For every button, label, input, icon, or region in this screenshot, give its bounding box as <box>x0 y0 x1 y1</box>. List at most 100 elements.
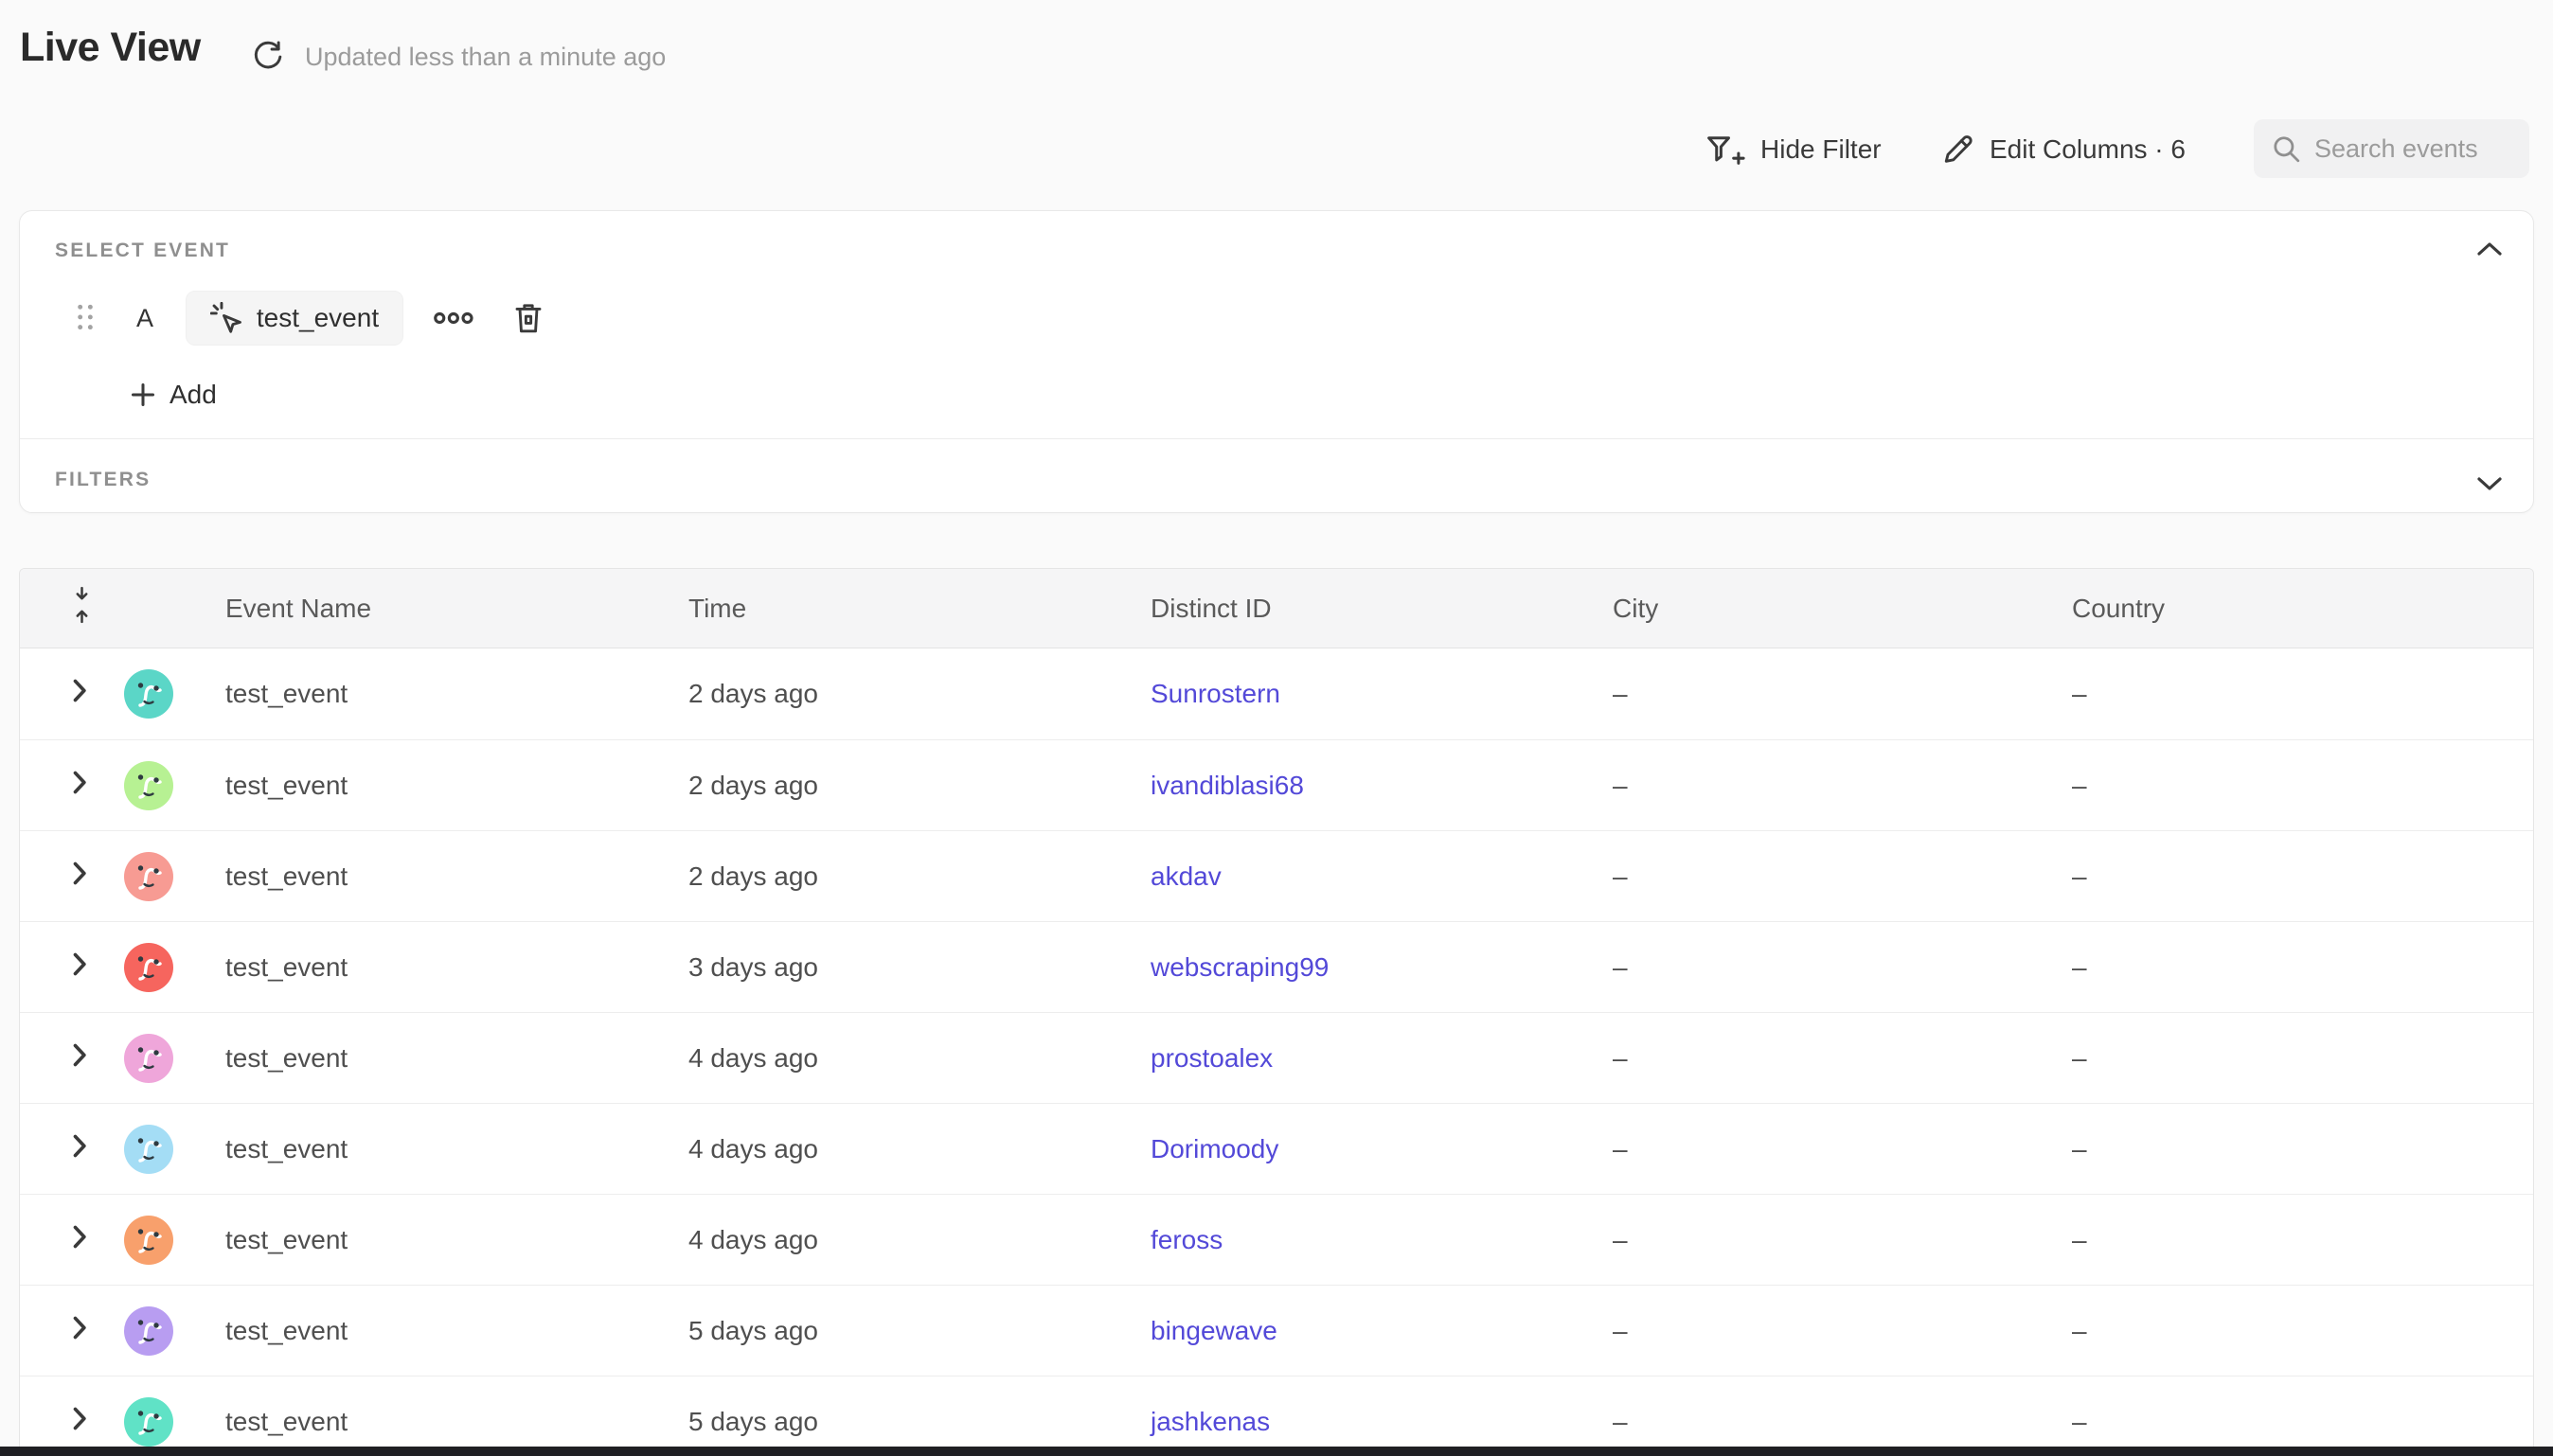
table-row: test_event 4 days ago feross – – <box>20 1194 2533 1285</box>
edit-columns-button[interactable]: Edit Columns · 6 <box>1939 127 2186 172</box>
city-cell: – <box>1613 770 1628 800</box>
event-query-row: A test_event <box>75 291 544 346</box>
city-cell: – <box>1613 1315 1628 1345</box>
expand-row-button[interactable] <box>20 1225 105 1255</box>
distinct-id-link[interactable]: prostoalex <box>1151 1042 1274 1073</box>
column-header-city: City <box>1613 593 1659 623</box>
chevron-up-icon[interactable] <box>2476 241 2503 257</box>
avatar-face-icon <box>124 851 173 901</box>
table-row: test_event 5 days ago bingewave – – <box>20 1285 2533 1376</box>
drag-handle-icon[interactable] <box>75 303 96 333</box>
country-cell: – <box>2072 1406 2087 1436</box>
hide-filter-button[interactable]: Hide Filter <box>1705 127 1882 172</box>
chevron-right-icon <box>73 1043 86 1066</box>
expand-row-button[interactable] <box>20 1316 105 1346</box>
time-cell: 2 days ago <box>688 770 818 800</box>
edit-columns-label: Edit Columns · 6 <box>1990 134 2186 164</box>
distinct-id-link[interactable]: feross <box>1151 1224 1223 1254</box>
expand-row-button[interactable] <box>20 861 105 892</box>
column-header-time: Time <box>688 593 747 623</box>
country-cell: – <box>2072 861 2087 891</box>
distinct-id-link[interactable]: Sunrostern <box>1151 679 1280 708</box>
time-cell: 5 days ago <box>688 1406 818 1436</box>
time-cell: 4 days ago <box>688 1133 818 1163</box>
time-cell: 2 days ago <box>688 679 818 708</box>
country-cell: – <box>2072 1315 2087 1345</box>
avatar-face-icon <box>124 1396 173 1447</box>
bottom-edge-bar <box>0 1447 2553 1456</box>
chevron-right-icon <box>73 771 86 793</box>
table-row: test_event 3 days ago webscraping99 – – <box>20 921 2533 1012</box>
collapse-rows-icon[interactable] <box>73 585 91 625</box>
avatar-face-icon <box>124 669 173 719</box>
distinct-id-link[interactable]: Dorimoody <box>1151 1133 1279 1163</box>
plus-icon <box>131 382 155 407</box>
column-header-distinct-id: Distinct ID <box>1151 593 1272 623</box>
expand-row-button[interactable] <box>20 952 105 983</box>
city-cell: – <box>1613 1224 1628 1254</box>
country-cell: – <box>2072 679 2087 708</box>
table-row: test_event 4 days ago prostoalex – – <box>20 1012 2533 1103</box>
avatar-cell <box>105 942 209 992</box>
expand-row-button[interactable] <box>20 1407 105 1437</box>
distinct-id-link[interactable]: bingewave <box>1151 1315 1277 1345</box>
add-event-button[interactable]: Add <box>130 374 217 416</box>
search-events-box[interactable] <box>2254 119 2529 178</box>
city-cell: – <box>1613 1042 1628 1073</box>
table-body: test_event 2 days ago Sunrostern – – tes… <box>20 648 2533 1455</box>
distinct-id-link[interactable]: jashkenas <box>1151 1406 1271 1436</box>
event-name-cell: test_event <box>225 1133 348 1163</box>
filters-label: FILTERS <box>55 469 152 490</box>
page-title: Live View <box>20 25 201 70</box>
chevron-right-icon <box>73 1316 86 1339</box>
chevron-right-icon <box>73 1407 86 1429</box>
pencil-icon <box>1944 135 1973 163</box>
chevron-right-icon <box>73 861 86 884</box>
expand-row-button[interactable] <box>20 679 105 709</box>
expand-row-button[interactable] <box>20 771 105 801</box>
city-cell: – <box>1613 679 1628 708</box>
table-row: test_event 2 days ago ivandiblasi68 – – <box>20 739 2533 830</box>
avatar-face-icon <box>124 760 173 810</box>
column-header-country: Country <box>2072 593 2166 623</box>
country-cell: – <box>2072 951 2087 982</box>
avatar-face-icon <box>124 1124 173 1174</box>
country-cell: – <box>2072 770 2087 800</box>
distinct-id-link[interactable]: ivandiblasi68 <box>1151 770 1304 800</box>
expand-row-button[interactable] <box>20 1043 105 1074</box>
expand-row-button[interactable] <box>20 1134 105 1164</box>
search-events-input[interactable] <box>2314 133 2504 164</box>
avatar-face-icon <box>124 1215 173 1265</box>
city-cell: – <box>1613 861 1628 891</box>
add-label: Add <box>170 380 217 409</box>
avatar-cell <box>105 669 209 719</box>
avatar-cell <box>105 1305 209 1356</box>
event-name-cell: test_event <box>225 1042 348 1073</box>
time-cell: 4 days ago <box>688 1042 818 1073</box>
time-cell: 2 days ago <box>688 861 818 891</box>
avatar-cell <box>105 1124 209 1174</box>
table-row: test_event 4 days ago Dorimoody – – <box>20 1103 2533 1194</box>
distinct-id-link[interactable]: webscraping99 <box>1151 951 1330 982</box>
chevron-right-icon <box>73 1134 86 1157</box>
trash-icon[interactable] <box>513 301 544 335</box>
avatar-cell <box>105 1396 209 1447</box>
table-row: test_event 2 days ago Sunrostern – – <box>20 648 2533 739</box>
country-cell: – <box>2072 1224 2087 1254</box>
chevron-down-icon[interactable] <box>2476 476 2503 491</box>
event-name-cell: test_event <box>225 1224 348 1254</box>
event-name-cell: test_event <box>225 770 348 800</box>
city-cell: – <box>1613 951 1628 982</box>
refresh-button[interactable] <box>251 40 285 74</box>
distinct-id-link[interactable]: akdav <box>1151 861 1222 891</box>
refresh-icon <box>254 41 282 69</box>
city-cell: – <box>1613 1406 1628 1436</box>
selected-event-label: test_event <box>256 303 380 332</box>
time-cell: 3 days ago <box>688 951 818 982</box>
selected-event-button[interactable]: test_event <box>186 291 404 346</box>
column-header-event-name: Event Name <box>225 593 372 623</box>
options-ellipsis-icon[interactable] <box>432 310 477 327</box>
cursor-click-icon <box>209 302 241 333</box>
avatar-cell <box>105 1215 209 1265</box>
